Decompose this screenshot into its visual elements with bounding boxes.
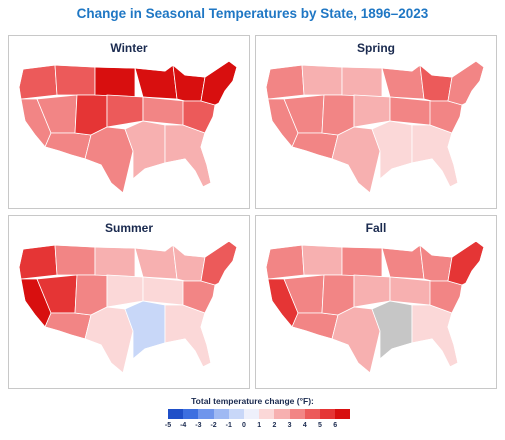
region-southwest	[291, 132, 339, 160]
fall-map-panel: Fall	[255, 215, 497, 389]
legend-tick-label: 0	[242, 422, 246, 429]
region-midwest	[142, 276, 186, 306]
spring-map-panel: Spring	[255, 35, 497, 209]
legend-swatch	[243, 409, 260, 419]
region-central-plains	[353, 274, 391, 308]
legend-tick-label: 5	[318, 422, 322, 429]
legend-swatch	[183, 409, 199, 419]
legend-swatch	[335, 409, 351, 419]
legend-swatch	[319, 409, 336, 419]
region-great-lakes	[172, 244, 206, 282]
legend-swatch	[228, 409, 244, 419]
region-northern-plains	[94, 246, 136, 278]
legend-tick-label: 4	[302, 422, 307, 429]
region-northern-plains	[341, 66, 383, 98]
region-northern-rockies	[301, 64, 343, 96]
us-outline	[265, 240, 485, 374]
region-midwest	[389, 96, 433, 126]
us-map-fall	[265, 240, 485, 374]
legend-tick-label: -2	[210, 422, 217, 429]
legend-title: Total temperature change (°F):	[191, 396, 314, 406]
legend-swatch	[198, 409, 214, 419]
legend-tick-label: 6	[333, 422, 338, 429]
legend-swatch	[168, 409, 184, 419]
legend-tick-label: -3	[195, 422, 202, 429]
panel-title: Summer	[104, 221, 154, 235]
region-central-plains	[106, 94, 144, 128]
region-texas	[331, 126, 381, 193]
region-midwest	[142, 96, 186, 126]
us-map-winter	[18, 60, 238, 194]
region-midwest	[389, 276, 433, 306]
panel-title: Winter	[110, 41, 148, 55]
us-outline	[18, 60, 238, 194]
region-pacific-nw	[266, 244, 305, 280]
region-pacific-nw	[19, 64, 58, 100]
region-great-lakes	[172, 64, 206, 102]
panel-title: Fall	[365, 221, 387, 235]
region-central-plains	[106, 274, 144, 308]
legend-swatch	[289, 409, 305, 419]
us-map-spring	[265, 60, 485, 194]
legend-swatch	[304, 409, 320, 419]
us-outline	[18, 240, 238, 374]
region-northern-plains	[341, 246, 383, 278]
legend-swatch	[213, 409, 229, 419]
legend-tick-label: 1	[257, 422, 262, 429]
panel-title: Spring	[357, 41, 395, 55]
region-northern-rockies	[301, 244, 343, 276]
region-southwest	[44, 312, 92, 340]
region-northern-rockies	[54, 64, 96, 96]
region-great-lakes	[419, 64, 453, 102]
region-southwest	[291, 312, 339, 340]
region-great-lakes	[419, 244, 453, 282]
region-central-plains	[353, 94, 391, 128]
winter-map-panel: Winter	[8, 35, 250, 209]
region-texas	[84, 126, 134, 193]
legend-tick-label: -5	[164, 422, 172, 429]
region-texas	[84, 306, 134, 373]
us-map-summer	[18, 240, 238, 374]
region-northern-plains	[94, 66, 136, 98]
region-pacific-nw	[19, 244, 58, 280]
region-texas	[331, 306, 381, 373]
us-outline	[265, 60, 485, 194]
summer-map-panel: Summer	[8, 215, 250, 389]
legend-swatch	[274, 409, 290, 419]
legend-tick-label: -1	[225, 422, 232, 429]
region-pacific-nw	[266, 64, 305, 100]
legend-tick-label: 2	[272, 422, 277, 429]
region-southwest	[44, 132, 92, 160]
legend-swatch	[259, 409, 275, 419]
legend-tick-label: 3	[287, 422, 292, 429]
color-scale-legend	[168, 409, 351, 419]
region-northern-rockies	[54, 244, 96, 276]
page-title: Change in Seasonal Temperatures by State…	[76, 6, 429, 21]
legend-tick-label: -4	[180, 422, 187, 429]
